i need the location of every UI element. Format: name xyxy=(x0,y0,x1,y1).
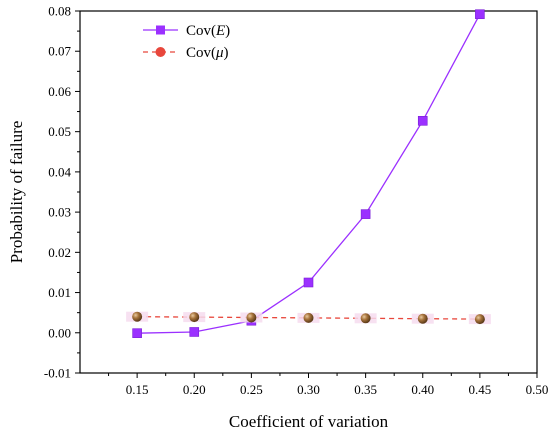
x-tick-label: 0.40 xyxy=(411,382,434,397)
data-point xyxy=(132,311,143,322)
x-tick-label: 0.25 xyxy=(240,382,263,397)
data-point xyxy=(189,312,200,323)
x-tick-label: 0.15 xyxy=(126,382,149,397)
y-tick-label: 0.04 xyxy=(48,164,71,179)
y-tick-label: 0.01 xyxy=(48,285,71,300)
x-tick-label: 0.35 xyxy=(354,382,377,397)
legend-label: Cov(E) xyxy=(186,23,230,39)
y-tick-label: -0.01 xyxy=(44,366,71,381)
data-point xyxy=(303,277,314,288)
x-tick-label: 0.20 xyxy=(183,382,206,397)
legend: Cov(E) Cov(μ) xyxy=(143,23,230,61)
y-tick-label: 0.02 xyxy=(48,245,71,260)
x-tick-label: 0.45 xyxy=(469,382,492,397)
data-point xyxy=(246,312,257,323)
y-axis-title: Probability of failure xyxy=(7,121,26,264)
y-tick-label: 0.08 xyxy=(48,4,71,19)
data-point xyxy=(360,313,371,324)
y-axis: -0.01 0.00 0.01 0.02 0.03 0.04 0.05 0.06 0.07 0.0… xyxy=(44,4,80,381)
y-tick-label: 0.05 xyxy=(48,124,71,139)
x-axis: 0.15 0.20 0.25 0.30 0.35 0.40 0.45 0.50 xyxy=(108,373,549,397)
data-point xyxy=(132,328,142,338)
data-point xyxy=(417,116,428,126)
x-axis-title: Coefficient of variation xyxy=(229,412,389,431)
legend-marker xyxy=(156,25,165,35)
y-tick-label: 0.03 xyxy=(48,205,71,220)
legend-label: Cov(μ) xyxy=(186,45,229,61)
data-point xyxy=(475,9,485,20)
y-tick-label: 0.07 xyxy=(48,44,71,59)
series-layer xyxy=(126,9,491,338)
x-tick-label: 0.50 xyxy=(526,382,549,397)
data-point xyxy=(189,327,200,337)
y-tick-label: 0.06 xyxy=(48,84,71,99)
data-point xyxy=(417,313,428,324)
x-tick-label: 0.30 xyxy=(297,382,320,397)
data-point xyxy=(303,312,314,323)
data-point xyxy=(474,314,485,325)
series-2 xyxy=(126,311,491,325)
y-tick-label: 0.00 xyxy=(48,325,71,340)
legend-marker xyxy=(155,47,166,57)
data-point xyxy=(360,209,371,219)
